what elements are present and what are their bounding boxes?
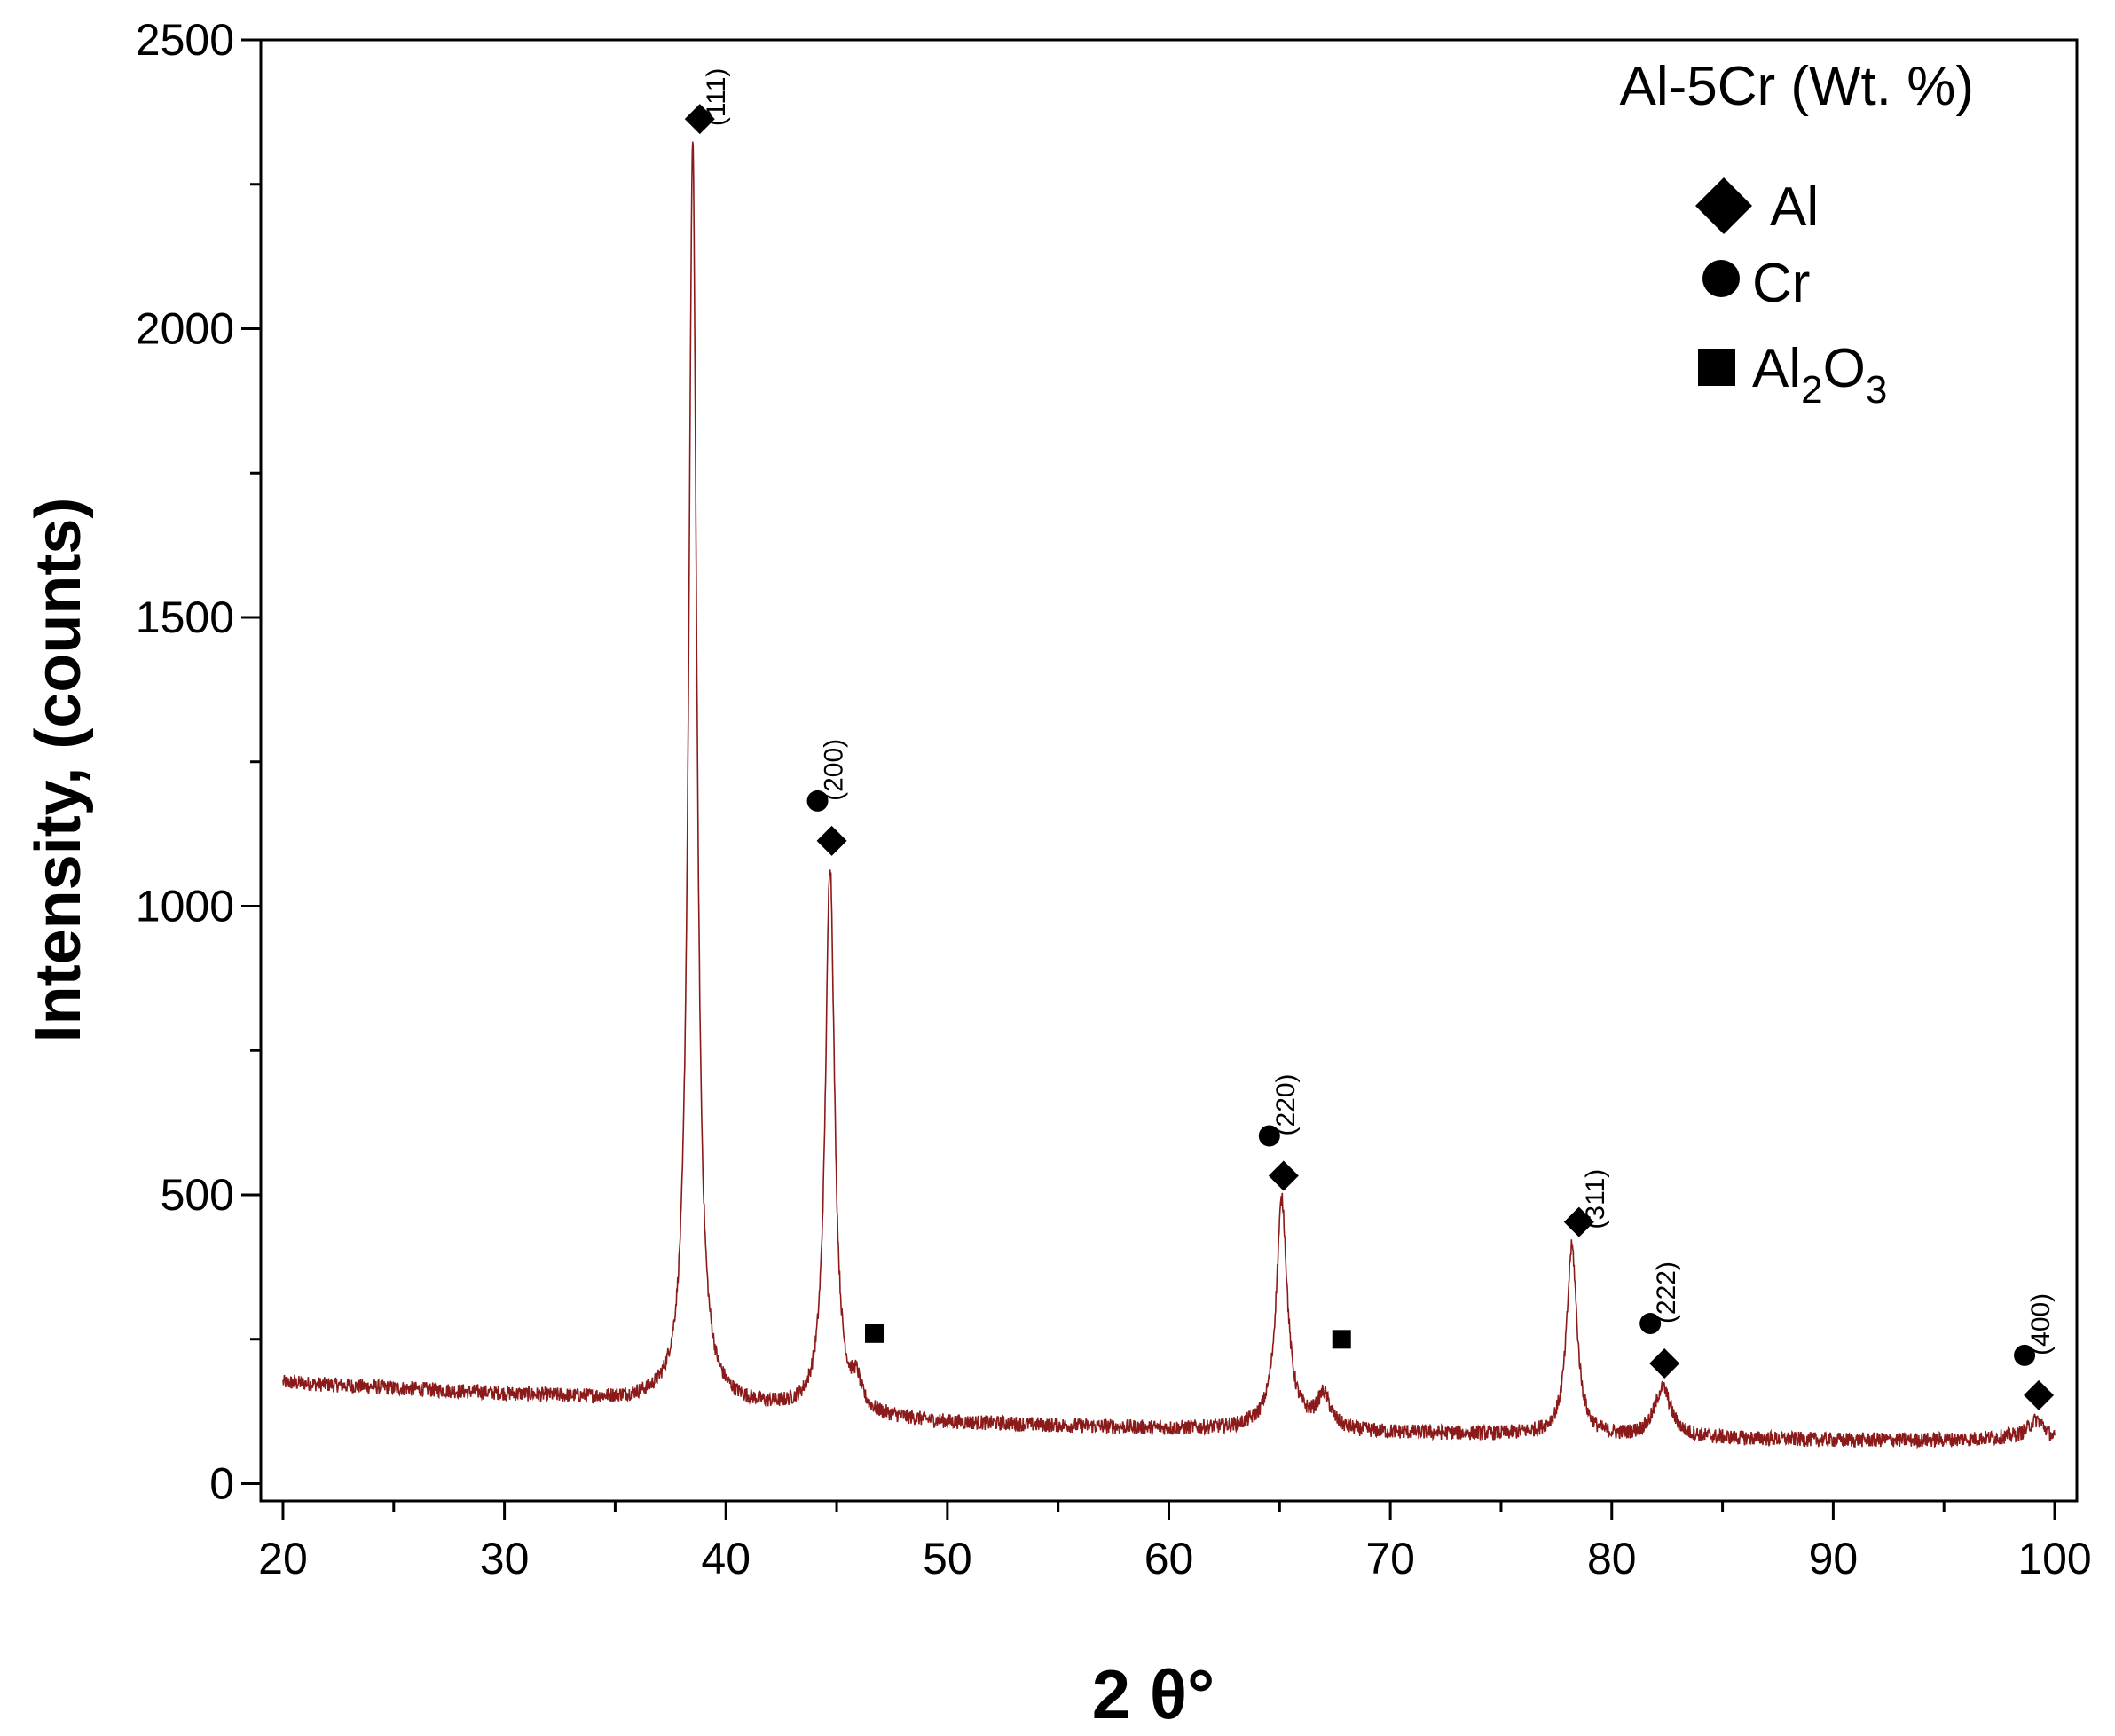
x-tick-label: 90 [1809, 1534, 1859, 1583]
legend: Al Cr Al2O3 [1695, 177, 1887, 412]
peak-annotation: (222) [1639, 1261, 1681, 1379]
legend-item: Al2O3 [1698, 338, 1887, 412]
circle-marker-icon [2014, 1344, 2036, 1366]
y-tick-label: 500 [161, 1170, 234, 1220]
circle-marker-icon [806, 789, 829, 812]
series-line [282, 141, 2056, 1449]
peak-annotation: (400) [2014, 1293, 2056, 1410]
peak-hkl-label: (220) [1271, 1073, 1301, 1135]
x-tick-label: 30 [480, 1534, 530, 1583]
legend-label: Cr [1752, 253, 1810, 314]
legend-label: Al [1770, 177, 1819, 238]
diamond-marker-icon [816, 825, 847, 856]
peak-annotation: (220) [1258, 1073, 1301, 1191]
peak-hkl-label: (111) [702, 68, 731, 127]
peak-annotation: (111) [684, 68, 731, 135]
peak-hkl-label: (200) [820, 739, 849, 801]
circle-marker-icon [1258, 1125, 1280, 1147]
y-tick-label: 0 [209, 1458, 234, 1508]
peak-annotation: (200) [806, 739, 849, 856]
legend-item: Cr [1702, 253, 1810, 314]
y-tick-label: 1500 [136, 593, 234, 642]
legend-label: Al2O3 [1752, 338, 1887, 412]
x-tick-label: 70 [1365, 1534, 1415, 1583]
x-tick-label: 80 [1587, 1534, 1637, 1583]
square-marker-icon [865, 1324, 885, 1343]
peak-hkl-label: (400) [2026, 1293, 2056, 1355]
diamond-marker-icon [1563, 1206, 1594, 1237]
circle-marker-icon [1702, 260, 1740, 297]
peak-annotation: (311) [1563, 1169, 1610, 1237]
peak-hkl-label: (311) [1581, 1169, 1610, 1229]
square-marker-icon [1698, 349, 1735, 386]
diamond-marker-icon [1268, 1160, 1299, 1191]
x-tick-label: 100 [2017, 1534, 2091, 1583]
peak-hkl-label: (222) [1652, 1261, 1681, 1324]
square-marker-icon [1332, 1330, 1351, 1349]
y-tick-label: 1000 [136, 881, 234, 931]
x-axis-ticks: 20 30 40 50 60 70 80 90 100 [258, 1501, 2092, 1583]
y-axis-ticks: 0 500 1000 1500 2000 2500 [136, 15, 261, 1508]
y-tick-label: 2500 [136, 15, 234, 65]
legend-item: Al [1695, 177, 1819, 238]
peak-annotation [865, 1324, 885, 1343]
diamond-marker-icon [2024, 1379, 2055, 1410]
diamond-marker-icon [1649, 1348, 1680, 1379]
peak-markers: (111) (200) (220) (311) (222) (400) [684, 68, 2056, 1410]
peak-annotation [1332, 1330, 1351, 1349]
x-tick-label: 50 [923, 1534, 972, 1583]
diamond-marker-icon [1695, 177, 1752, 234]
circle-marker-icon [1639, 1313, 1662, 1335]
x-axis-title: 2 θ° [1092, 1655, 1215, 1733]
y-axis-title: Intensity, (counts) [23, 498, 94, 1043]
diamond-marker-icon [684, 104, 715, 135]
x-tick-label: 20 [258, 1534, 308, 1583]
chart-annotation: Al-5Cr (Wt. %) [1619, 56, 1974, 117]
x-tick-label: 40 [701, 1534, 751, 1583]
x-tick-label: 60 [1144, 1534, 1194, 1583]
y-tick-label: 2000 [136, 303, 234, 353]
